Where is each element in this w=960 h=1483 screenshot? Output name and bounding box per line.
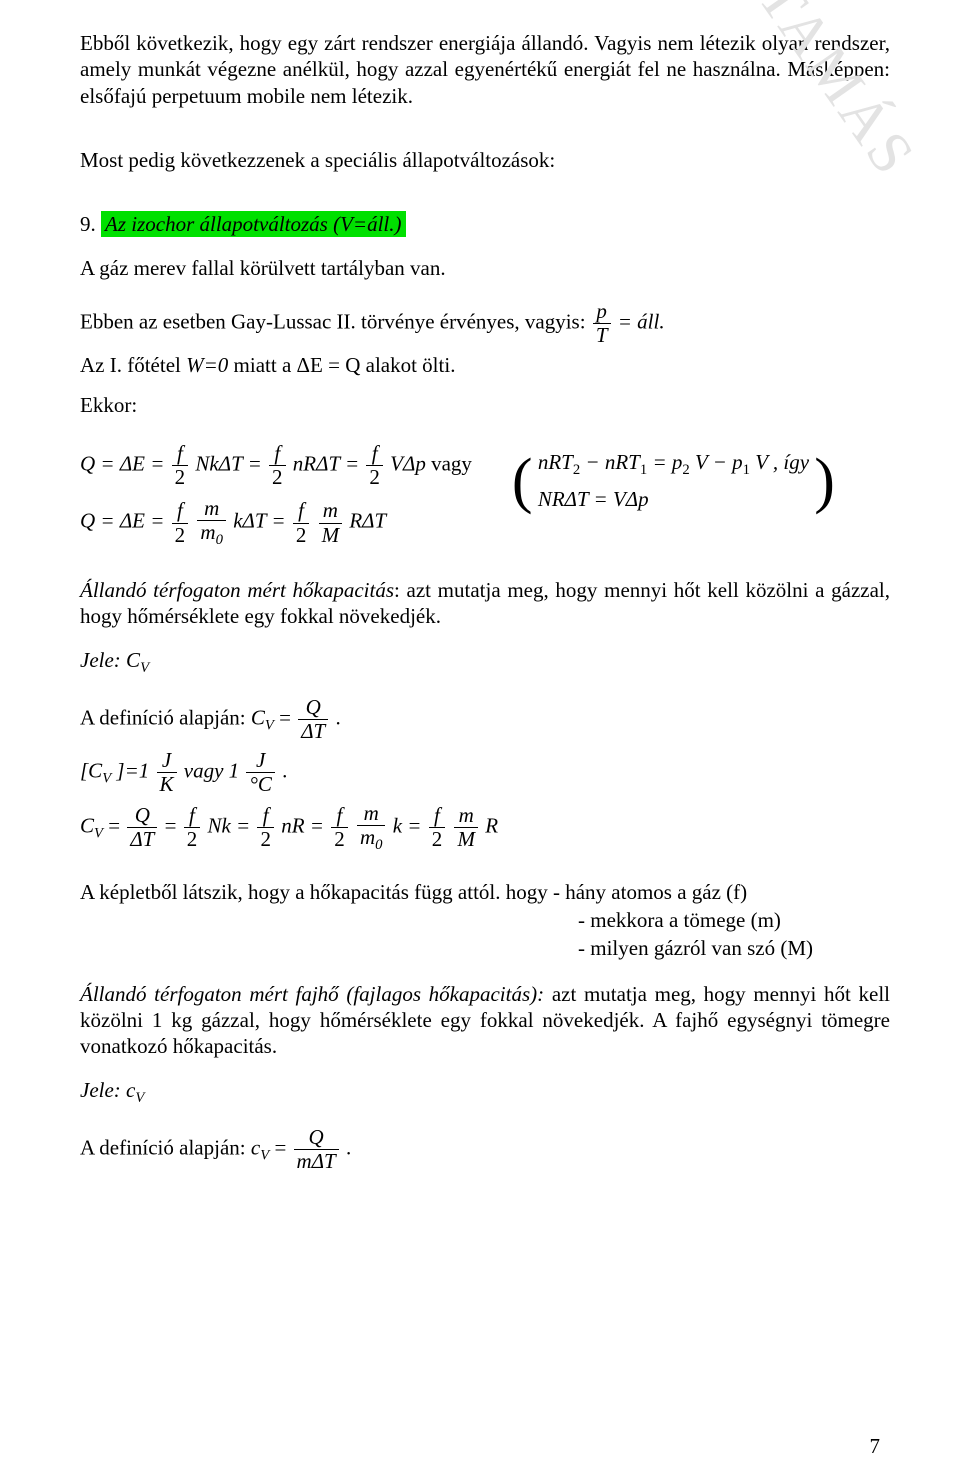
text: Ebben az esetben Gay-Lussac II. törvénye… [80,309,591,333]
heading-9: 9. Az izochor állapotváltozás (V=áll.) [80,211,890,237]
specific-heat-def: Állandó térfogaton mért fajhő (fajlagos … [80,981,890,1060]
side-eq-1: nRT2 − nRT1 = p2 V − p1 V , így [538,446,809,483]
cv-expansion: CV = QΔT = f2 Nk = f2 nR = f2 mm0 k = f2… [80,802,890,853]
side-eq-2: NRΔT = VΔp [538,483,809,517]
paragraph-intro: Ebből következik, hogy egy zárt rendszer… [80,30,890,109]
equations-right-parenthesized: ( nRT2 − nRT1 = p2 V − p1 V , így NRΔT =… [512,436,835,526]
fraction-p-over-t: p T [593,300,611,347]
paragraph-container: A gáz merev fallal körülvett tartályban … [80,255,890,281]
paren-right-icon: ) [814,450,835,512]
jele-cv-small: Jele: cV [80,1077,890,1108]
paren-left-icon: ( [512,450,533,512]
ekkor-label: Ekkor: [80,392,890,418]
text: = áll. [618,309,665,333]
heading-number: 9. [80,212,96,236]
jele-cv: Jele: CV [80,647,890,678]
page: COPY RIGHT BY PORKOLÁB TAMÁS Ebből követ… [0,0,960,1483]
equation-row: Q = ΔE = f2 NkΔT = f2 nRΔT = f2 VΔp vagy… [80,436,890,555]
first-law-line: Az I. főtétel W=0 miatt a ΔE = Q alakot … [80,353,890,378]
cv-unit: [CV ]=1 JK vagy 1 J°C . [80,749,890,796]
page-number: 7 [870,1434,881,1459]
gay-lussac-line: Ebben az esetben Gay-Lussac II. törvénye… [80,300,890,347]
dependency-list: A képletből látszik, hogy a hőkapacitás … [80,878,890,963]
heading-highlight: Az izochor állapotváltozás (V=áll.) [101,211,406,237]
equation-q-de-2: Q = ΔE = f2 mm0 kΔT = f2 mM RΔT [80,497,472,548]
cv-small-definition: A definíció alapján: cV = QmΔT . [80,1126,890,1173]
paragraph-lead-in: Most pedig következzenek a speciális áll… [80,147,890,173]
cv-definition: A definíció alapján: CV = QΔT . [80,696,890,743]
equation-q-de-1: Q = ΔE = f2 NkΔT = f2 nRΔT = f2 VΔp vagy [80,442,472,489]
equations-left: Q = ΔE = f2 NkΔT = f2 nRΔT = f2 VΔp vagy… [80,436,472,555]
dep-line-3: - milyen gázról van szó (M) [80,934,890,962]
dep-line-1: A képletből látszik, hogy a hőkapacitás … [80,878,890,906]
dep-line-2: - mekkora a tömege (m) [80,906,890,934]
heat-capacity-def: Állandó térfogaton mért hőkapacitás: azt… [80,577,890,630]
